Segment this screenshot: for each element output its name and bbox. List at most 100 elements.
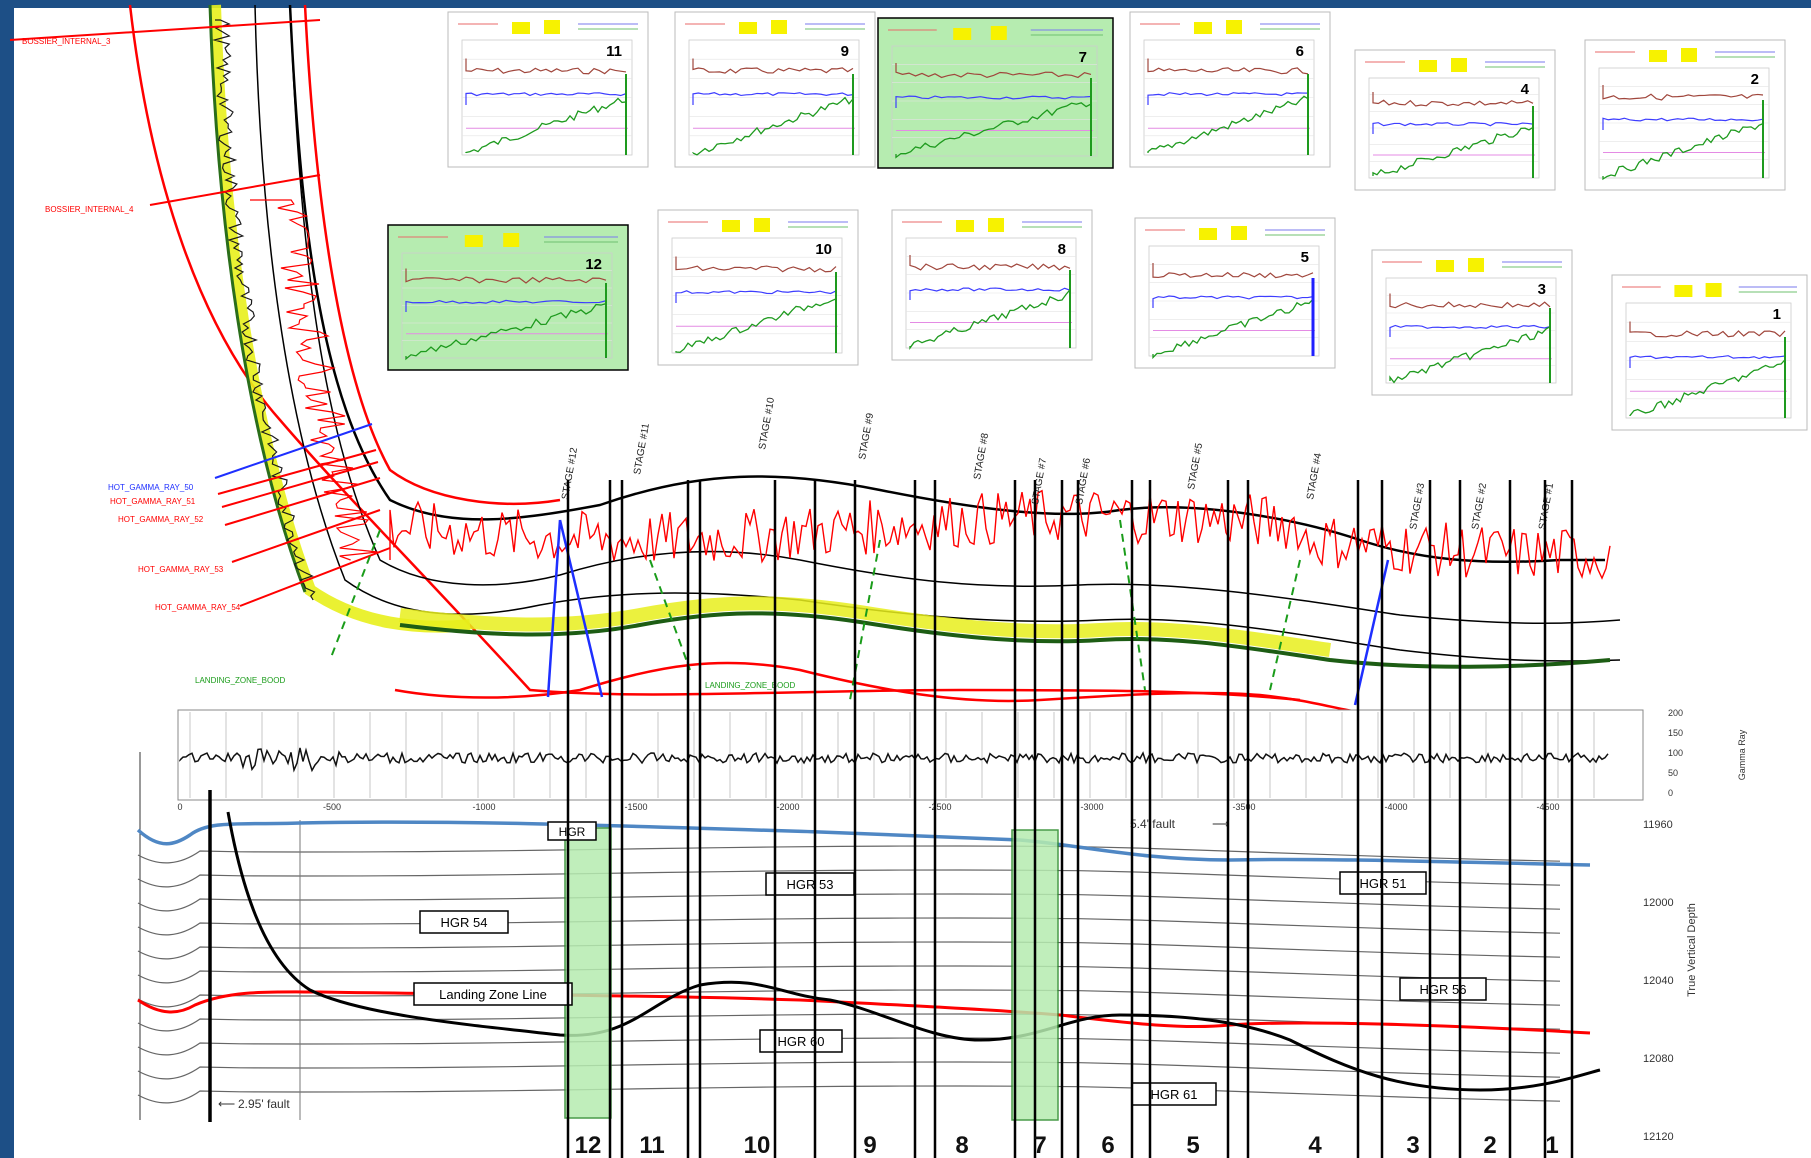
svg-text:HGR 60: HGR 60 [778,1034,825,1049]
depth-tick: 12120 [1643,1131,1674,1143]
stage-thumbnail-chart: 11 [447,11,649,168]
stage-thumbnail-chart: 9 [674,11,876,168]
gamma-x-tick: 0 [177,802,182,812]
fault-annotation: 2.95' fault [238,1097,290,1111]
landing-zone-label-box: Landing Zone Line [413,982,573,1006]
gamma-axis-tick: 150 [1668,728,1683,738]
gamma-x-tick: -3000 [1080,802,1103,812]
depth-axis-label: True Vertical Depth [1686,903,1698,997]
stage-12-highlight [564,827,612,1119]
stage-number: 12 [575,1132,602,1158]
stage-thumbnail-chart: 10 [657,209,859,366]
stage-thumbnail-chart: 6 [1129,11,1331,168]
gamma-x-tick: -4500 [1536,802,1559,812]
svg-text:Landing Zone Line: Landing Zone Line [439,987,547,1002]
svg-text:HGR 56: HGR 56 [1420,982,1467,997]
thumbnail-stage-number: 3 [1538,281,1546,298]
stage-number: 9 [863,1132,876,1158]
stage-number: 4 [1308,1132,1322,1158]
horizon-label: HOT_GAMMA_RAY_54 [155,603,241,612]
depth-cross-section: 11960 12000 12040 12080 12120 True Vertical … [136,752,1698,1143]
gamma-x-tick: -3500 [1232,802,1255,812]
depth-tick: 11960 [1643,819,1673,831]
stage-thumbnail-chart: 12 [387,224,629,371]
horizon-label: HOT_GAMMA_RAY_53 [138,565,224,574]
stage-thumbnail-chart: 4 [1354,49,1556,191]
stage-number: 6 [1101,1132,1114,1158]
stage-number: 10 [744,1132,771,1158]
svg-text:HGR 61: HGR 61 [1151,1087,1198,1102]
svg-text:⟵: ⟵ [218,1097,235,1111]
stage-thumbnail-chart: 2 [1584,39,1786,191]
stage-number: 7 [1033,1132,1046,1158]
gamma-axis-tick: 100 [1668,748,1683,758]
horizon-label: HOT_GAMMA_RAY_51 [110,497,196,506]
gamma-axis-tick: 0 [1668,788,1673,798]
stage-number-row: 12 11 10 9 8 7 6 5 4 3 2 1 [575,1132,1559,1158]
stage-label: STAGE #4 [1305,452,1324,501]
depth-tick: 12080 [1643,1053,1674,1065]
stage-number: 5 [1186,1132,1199,1158]
stage-label: STAGE #10 [757,396,777,450]
zone-box: HGR [547,821,597,841]
gamma-x-tick: -500 [323,802,341,812]
zone-box: HGR 56 [1399,977,1487,1001]
slide-frame-left [0,0,14,1158]
stage-thumbnail-chart: 3 [1371,249,1573,396]
gamma-x-tick: -2500 [928,802,951,812]
thumbnail-stage-number: 12 [585,256,602,273]
landing-zone-label: LANDING_ZONE_BOOD [195,676,285,685]
wellbore-cross-section: BOSSIER_INTERNAL_3 BOSSIER_INTERNAL_4 HO… [9,4,1621,714]
zone-box: HGR 61 [1131,1082,1217,1106]
gamma-x-tick: -1500 [624,802,647,812]
zone-box: HGR 60 [759,1029,843,1053]
gamma-axis-tick: 200 [1668,708,1683,718]
horizon-label: BOSSIER_INTERNAL_4 [45,205,134,214]
gamma-ray-panel: 200 150 100 50 0 Gamma Ray 0 -500 -1000 -1500 -2… [177,708,1747,812]
depth-tick: 12000 [1643,897,1674,909]
stage-label: STAGE #1 [1537,482,1556,531]
stage-number: 11 [639,1132,664,1158]
stage-label: STAGE #9 [857,412,876,461]
zone-box: HGR 53 [765,872,855,896]
svg-text:HGR: HGR [559,825,586,839]
thumbnail-stage-number: 7 [1079,49,1087,66]
stage-number: 3 [1406,1132,1419,1158]
slide-frame-top [0,0,1811,8]
gamma-x-tick: -2000 [776,802,799,812]
thumbnail-stage-number: 11 [606,43,622,60]
stage-number: 2 [1483,1132,1496,1158]
stage-thumbnail-chart: 7 [877,17,1114,169]
horizon-label: HOT_GAMMA_RAY_50 [108,483,194,492]
svg-text:HGR 54: HGR 54 [441,915,488,930]
thumbnail-stage-number: 9 [841,43,849,60]
svg-text:HGR 53: HGR 53 [787,877,834,892]
gamma-x-tick: -4000 [1384,802,1407,812]
stage-thumbnail-chart: 1 [1611,274,1808,431]
thumbnail-stage-number: 5 [1301,249,1309,266]
top-horizon [136,820,1591,867]
thumbnail-stage-number: 4 [1521,81,1530,98]
stage-label: STAGE #5 [1186,442,1205,491]
horizon-label: BOSSIER_INTERNAL_3 [22,37,111,46]
thumbnail-stage-number: 10 [815,241,832,258]
svg-text:⟶: ⟶ [1212,817,1229,831]
stage-label: STAGE #7 [1030,457,1049,506]
stage-labels: STAGE #12 STAGE #11 STAGE #10 STAGE #9 STAGE… [560,396,1556,530]
horizon-label: HOT_GAMMA_RAY_52 [118,515,204,524]
thumbnail-stage-number: 8 [1058,241,1066,258]
gamma-x-tick: -1000 [472,802,495,812]
thumbnail-stage-number: 2 [1751,71,1759,88]
stage-label: STAGE #8 [972,432,991,481]
stage-label: STAGE #3 [1408,482,1427,531]
stage-thumbnail-chart: 8 [891,209,1093,361]
stage-number: 8 [955,1132,968,1158]
zone-box: HGR 54 [419,910,509,934]
wellbore-path [226,811,1601,1092]
landing-zone-line [137,990,1591,1035]
stage-label: STAGE #11 [632,422,652,475]
depth-tick: 12040 [1643,975,1674,987]
stage-number: 1 [1545,1132,1558,1158]
stage-thumbnail-charts: 11 9 7 6 4 2 12 10 8 5 3 1 [387,11,1808,431]
